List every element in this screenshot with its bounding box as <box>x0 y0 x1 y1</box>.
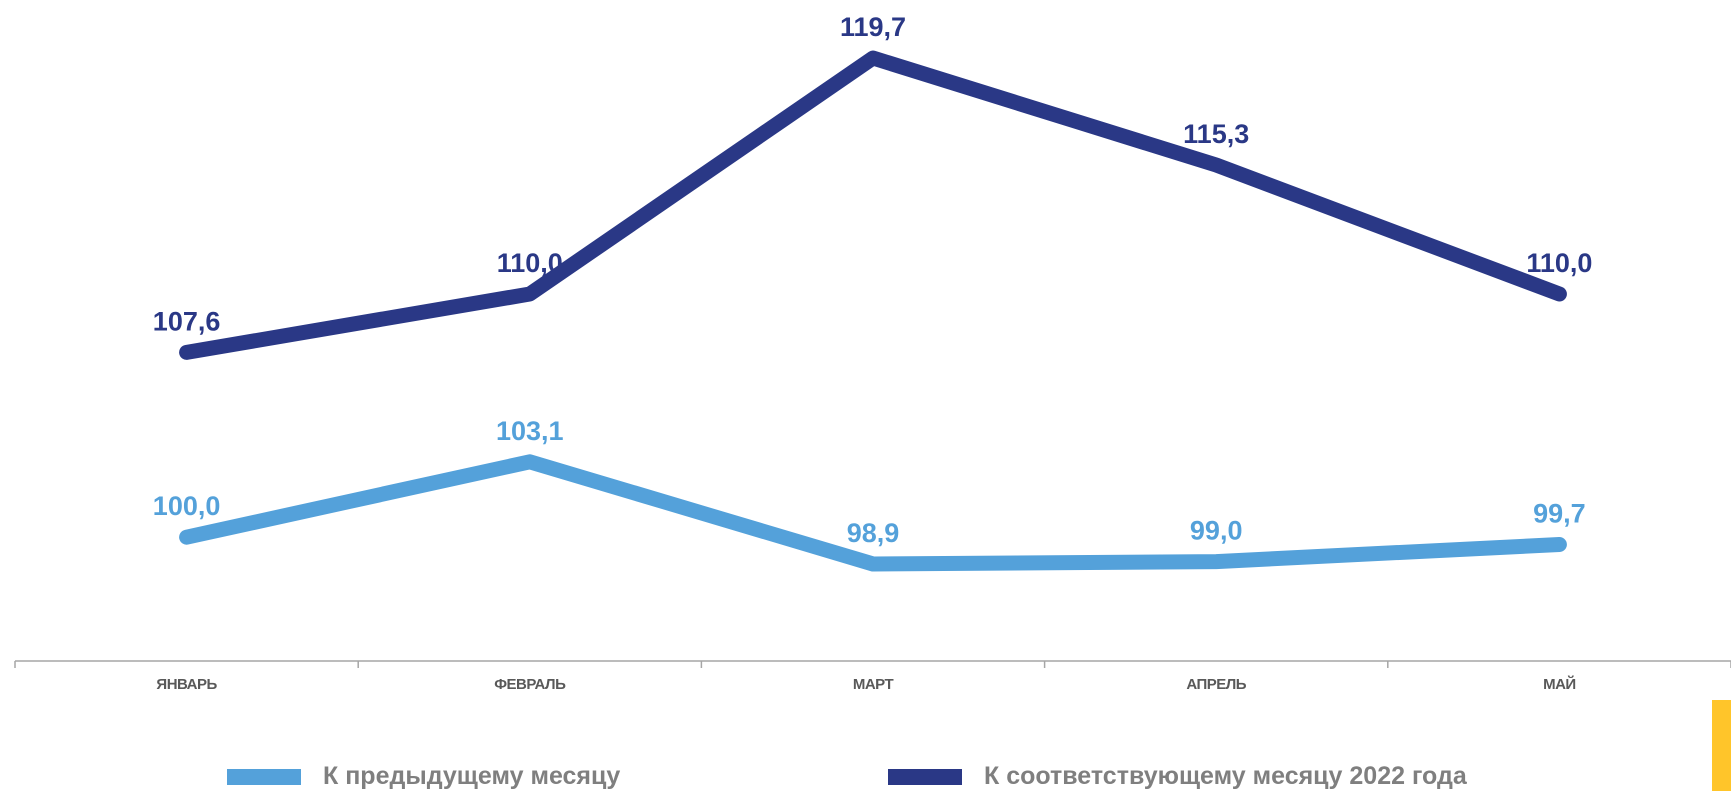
legend-label-same-month-2022: К соответствующему месяцу 2022 года <box>984 762 1467 790</box>
data-label: 100,0 <box>153 491 221 521</box>
legend-item-same-month-2022: К соответствующему месяцу 2022 года <box>888 762 1467 791</box>
series-line-0 <box>179 50 1567 360</box>
line-chart: 107,6 110,0 119,7 115,3 110,0 100,0 103,1 98,9 9… <box>14 12 1731 693</box>
series-lines <box>179 50 1567 572</box>
data-label: 107,6 <box>153 306 221 336</box>
category-label: МАЙ <box>1543 675 1576 693</box>
legend-item-prev-month: К предыдущему месяцу <box>227 762 620 791</box>
data-labels: 107,6 110,0 119,7 115,3 110,0 100,0 103,1 98,9 9… <box>153 12 1593 548</box>
data-label: 99,7 <box>1533 499 1586 529</box>
accent-tab <box>1712 700 1731 791</box>
category-label: МАРТ <box>853 676 894 693</box>
data-label: 110,0 <box>497 248 563 278</box>
series-line-1 <box>179 454 1567 572</box>
legend-label-prev-month: К предыдущему месяцу <box>323 762 621 790</box>
data-label: 119,7 <box>840 12 906 42</box>
data-label: 98,9 <box>847 518 900 548</box>
legend-swatch-same-month-2022 <box>888 768 962 785</box>
category-labels: ЯНВАРЬ ФЕВРАЛЬ МАРТ АПРЕЛЬ МАЙ <box>156 675 1576 693</box>
category-label: ЯНВАРЬ <box>156 676 217 693</box>
data-label: 103,1 <box>496 416 564 446</box>
data-label: 110,0 <box>1526 248 1592 278</box>
legend-swatch-prev-month <box>227 768 301 785</box>
x-axis <box>14 660 1731 668</box>
category-label: АПРЕЛЬ <box>1186 676 1246 693</box>
category-label: ФЕВРАЛЬ <box>494 676 566 693</box>
data-label: 115,3 <box>1183 119 1249 149</box>
data-label: 99,0 <box>1190 516 1243 546</box>
